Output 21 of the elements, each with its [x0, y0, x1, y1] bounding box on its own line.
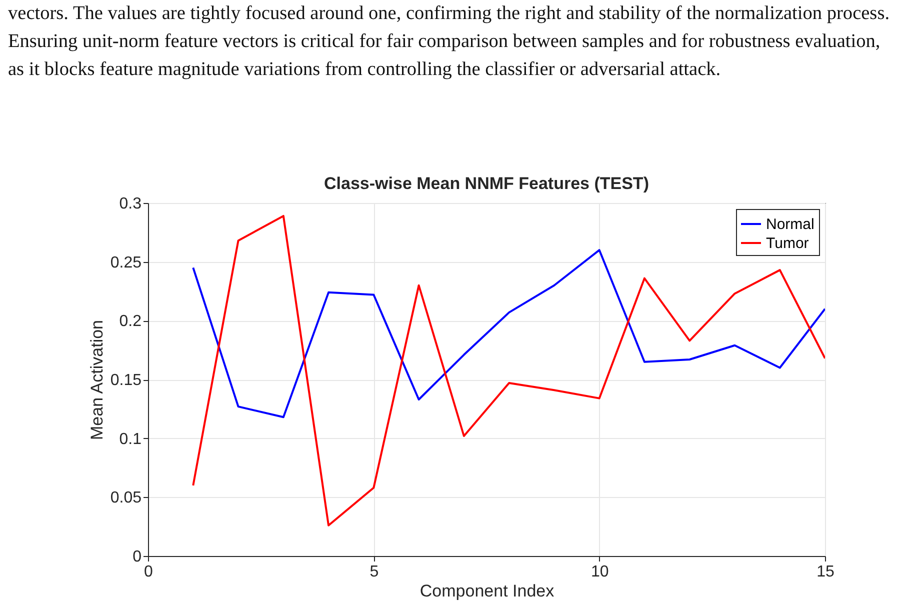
- x-axis-title: Component Index: [420, 582, 555, 600]
- legend-label: Normal: [766, 216, 814, 233]
- x-tick-label: 0: [144, 564, 154, 580]
- x-tick-label: 5: [370, 564, 379, 580]
- y-tick-label: 0.1: [119, 430, 142, 448]
- y-tick-label: 0.2: [119, 313, 142, 330]
- y-tick-label: 0.25: [110, 254, 142, 272]
- line-series: [192, 214, 825, 526]
- y-tick-label: 0.15: [110, 372, 142, 389]
- line-series: [192, 249, 825, 418]
- text: as it blocks feature magnitude variations from controlling the classifier or adversarial attack.: [8, 58, 722, 82]
- chart-title: Class-wise Mean NNMF Features (TEST): [324, 174, 649, 193]
- legend-label: Tumor: [766, 235, 809, 252]
- text: Ensuring unit-norm feature vectors is critical for fair comparison between samples and for robustness evaluation,: [8, 30, 882, 54]
- x-tick-label: 15: [816, 564, 834, 580]
- x-tick-label: 10: [590, 564, 609, 580]
- y-axis-title: Mean Activation: [87, 320, 106, 440]
- y-tick-label: 0.05: [110, 490, 142, 507]
- y-tick-label: 0.3: [119, 196, 142, 212]
- text: vectors. The values are tightly focused around one, confirming the right and stability of the normalization process.: [8, 2, 890, 26]
- y-tick-label: 0: [132, 548, 142, 566]
